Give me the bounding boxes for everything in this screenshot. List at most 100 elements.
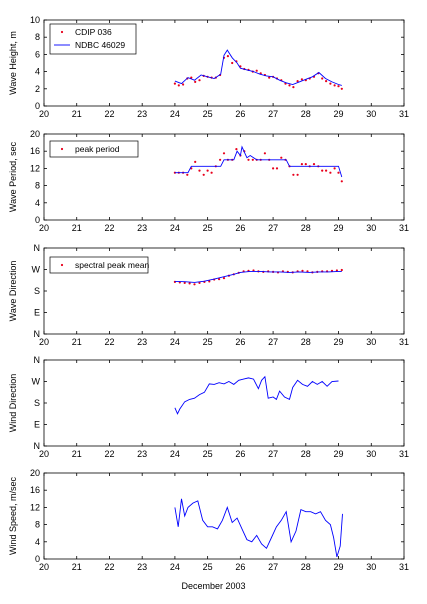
legend: peak period bbox=[49, 140, 139, 158]
data-point bbox=[301, 269, 304, 272]
x-tick-label: 27 bbox=[268, 449, 278, 459]
x-tick-label: 30 bbox=[366, 223, 376, 233]
x-tick-label: 28 bbox=[301, 109, 311, 119]
y-tick-label: 4 bbox=[35, 67, 40, 77]
data-point bbox=[312, 163, 316, 166]
data-point bbox=[219, 158, 222, 161]
data-point bbox=[255, 69, 258, 72]
y-tick-label: 0 bbox=[35, 554, 40, 564]
x-tick-label: 23 bbox=[137, 449, 147, 459]
data-point bbox=[296, 173, 299, 176]
data-point bbox=[272, 167, 275, 170]
x-tick-label: 29 bbox=[334, 337, 344, 347]
x-tick-label: 25 bbox=[203, 562, 213, 572]
x-tick-label: 27 bbox=[268, 109, 278, 119]
y-tick-label: 12 bbox=[30, 163, 40, 173]
x-tick-label: 29 bbox=[334, 223, 344, 233]
y-tick-label: 4 bbox=[35, 198, 40, 208]
x-tick-label: 26 bbox=[235, 223, 245, 233]
legend-box bbox=[49, 140, 139, 158]
x-tick-label: 24 bbox=[170, 223, 180, 233]
data-point bbox=[329, 171, 332, 174]
data-point bbox=[208, 280, 211, 283]
x-tick-label: 23 bbox=[137, 109, 147, 119]
y-tick-label: 4 bbox=[35, 537, 40, 547]
data-point bbox=[194, 160, 197, 163]
y-axis-label: Wind Direction bbox=[8, 374, 18, 433]
data-point bbox=[198, 169, 201, 172]
data-point bbox=[218, 278, 221, 281]
series-line bbox=[174, 270, 342, 283]
data-point bbox=[177, 84, 180, 87]
x-tick-label: 25 bbox=[203, 109, 213, 119]
plot-frame bbox=[43, 359, 405, 447]
y-tick-label: N bbox=[34, 329, 41, 339]
data-point bbox=[340, 268, 343, 272]
data-point bbox=[231, 61, 234, 65]
x-tick-label: 21 bbox=[72, 562, 82, 572]
x-tick-label: 24 bbox=[170, 109, 180, 119]
x-tick-label: 23 bbox=[137, 562, 147, 572]
y-tick-label: N bbox=[34, 243, 41, 253]
x-axis-title: December 2003 bbox=[181, 581, 246, 591]
panel-3: 20 21 22 23 24 25 26 27 28 29 30 31 N E S W N Wave Direct… bbox=[8, 243, 409, 347]
data-point bbox=[183, 281, 186, 284]
x-tick-label: 30 bbox=[366, 449, 376, 459]
data-point bbox=[206, 169, 209, 172]
x-tick-label: 31 bbox=[399, 109, 409, 119]
y-tick-label: 2 bbox=[35, 84, 40, 94]
data-point bbox=[321, 77, 324, 80]
legend-box bbox=[49, 256, 149, 274]
data-point bbox=[333, 167, 336, 170]
x-tick-label: 20 bbox=[39, 337, 49, 347]
legend-marker bbox=[60, 263, 64, 267]
data-point bbox=[275, 167, 279, 170]
data-point bbox=[292, 173, 295, 176]
data-point bbox=[173, 82, 176, 85]
x-tick-label: 27 bbox=[268, 562, 278, 572]
data-point bbox=[198, 79, 201, 82]
y-tick-label: E bbox=[34, 308, 40, 318]
y-tick-label: S bbox=[34, 286, 40, 296]
data-point bbox=[329, 82, 332, 85]
y-axis-label: Wind Speed, m/sec bbox=[8, 476, 18, 555]
x-tick-label: 29 bbox=[334, 109, 344, 119]
x-tick-label: 31 bbox=[399, 562, 409, 572]
legend: spectral peak mean bbox=[49, 256, 149, 274]
y-tick-label: 8 bbox=[35, 32, 40, 42]
data-point bbox=[263, 152, 266, 155]
x-tick-label: 31 bbox=[399, 337, 409, 347]
x-tick-label: 24 bbox=[170, 449, 180, 459]
panel-5: 20 21 22 23 24 25 26 27 28 29 30 31 0 4 8 12 16 20 Wind Sp… bbox=[8, 468, 409, 572]
y-axis-label: Wave Direction bbox=[8, 261, 18, 322]
x-tick-label: 28 bbox=[301, 223, 311, 233]
y-tick-label: 20 bbox=[30, 129, 40, 139]
x-tick-label: 26 bbox=[235, 449, 245, 459]
y-tick-label: N bbox=[34, 355, 41, 365]
x-tick-label: 30 bbox=[366, 337, 376, 347]
data-point bbox=[182, 83, 185, 86]
x-tick-label: 22 bbox=[104, 109, 114, 119]
data-point bbox=[210, 171, 213, 174]
x-tick-label: 21 bbox=[72, 337, 82, 347]
data-point bbox=[194, 80, 197, 83]
y-tick-label: 0 bbox=[35, 215, 40, 225]
y-tick-label: N bbox=[34, 441, 41, 451]
y-axis-label: Wave Period, sec bbox=[8, 141, 18, 212]
x-tick-label: 24 bbox=[170, 337, 180, 347]
y-tick-label: 10 bbox=[30, 15, 40, 25]
x-tick-label: 30 bbox=[366, 562, 376, 572]
y-tick-label: 0 bbox=[35, 101, 40, 111]
y-tick-label: W bbox=[32, 377, 41, 387]
y-tick-label: 20 bbox=[30, 468, 40, 478]
data-point bbox=[337, 171, 340, 174]
data-point bbox=[288, 84, 291, 87]
data-point bbox=[333, 84, 336, 87]
data-point bbox=[337, 85, 340, 88]
data-point bbox=[325, 80, 328, 83]
x-tick-label: 29 bbox=[334, 562, 344, 572]
data-point bbox=[186, 173, 189, 176]
panel-2: 20 21 22 23 24 25 26 27 28 29 30 31 0 4 8 12 16 20 Wave Pe… bbox=[8, 129, 409, 233]
legend-label: CDIP 036 bbox=[75, 27, 112, 37]
y-tick-label: 16 bbox=[30, 146, 40, 156]
